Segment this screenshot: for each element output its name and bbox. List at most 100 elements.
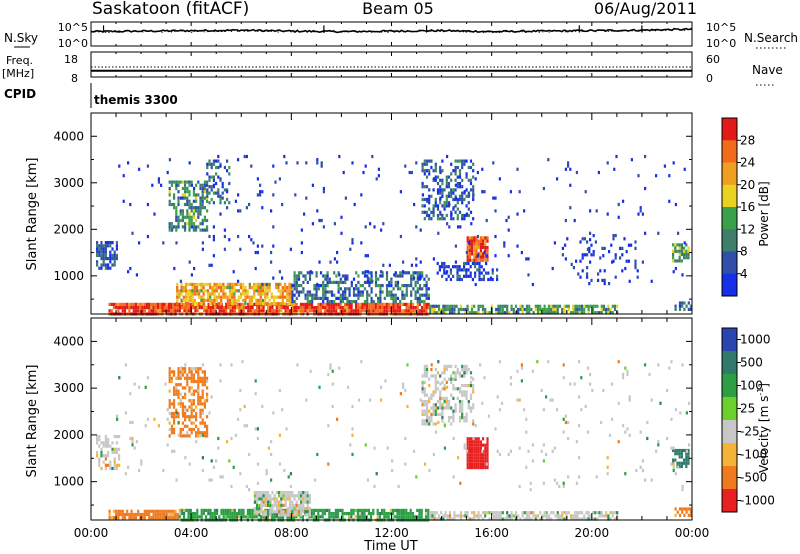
velocity-cell	[409, 508, 412, 512]
velocity-cell	[226, 440, 229, 444]
velocity-cell	[197, 434, 200, 438]
power-cell	[418, 296, 422, 300]
power-cell	[243, 154, 246, 159]
power-cell	[257, 282, 260, 286]
power-cell	[447, 201, 451, 205]
power-cell	[516, 212, 519, 216]
power-cell	[177, 225, 180, 229]
velocity-cell	[562, 484, 565, 489]
velocity-cell	[463, 416, 466, 420]
velocity-cell	[411, 512, 414, 516]
power-cell	[184, 286, 188, 290]
power-cell	[143, 309, 146, 313]
power-cell	[212, 238, 215, 242]
velocity-cell	[174, 509, 177, 513]
power-cell	[523, 307, 526, 312]
velocity-cell	[689, 513, 693, 517]
velocity-cell	[481, 511, 485, 515]
power-cell	[366, 276, 369, 280]
power-cell	[634, 246, 637, 250]
power-cell	[482, 277, 485, 282]
power-cell	[449, 277, 452, 282]
power-cell	[261, 298, 265, 302]
power-cell	[96, 263, 99, 267]
power-cell	[195, 289, 199, 293]
velocity-cell	[249, 512, 252, 516]
power-cell	[518, 190, 521, 194]
power-cell	[156, 306, 160, 310]
power-cell	[211, 302, 214, 306]
power-cell	[475, 255, 478, 259]
power-cell	[572, 307, 575, 312]
velocity-cell	[286, 510, 289, 514]
power-cell	[210, 165, 213, 170]
power-cell	[461, 165, 464, 170]
velocity-cell	[179, 383, 182, 387]
velocity-cell	[434, 380, 437, 384]
power-cell	[261, 289, 265, 293]
power-cell	[499, 307, 502, 312]
power-cell	[295, 280, 298, 284]
velocity-cell	[467, 406, 470, 410]
power-cell	[603, 282, 606, 286]
colorbar-swatch	[722, 229, 737, 252]
power-cell	[492, 196, 495, 200]
power-cell	[479, 242, 482, 246]
velocity-cell	[624, 366, 627, 370]
power-cell	[392, 293, 395, 297]
velocity-cell	[441, 406, 444, 410]
power-cell	[179, 218, 182, 223]
velocity-cell	[554, 514, 557, 518]
power-cell	[102, 260, 105, 264]
power-cell	[115, 257, 118, 261]
velocity-cell	[421, 390, 424, 394]
velocity-cell	[186, 383, 189, 387]
velocity-cell	[167, 516, 171, 520]
power-cell	[585, 304, 588, 308]
power-cell	[277, 295, 280, 299]
velocity-cell	[406, 363, 409, 367]
velocity-cell	[102, 441, 105, 445]
power-cell	[579, 259, 582, 263]
velocity-cell	[600, 511, 603, 515]
velocity-cell	[396, 508, 399, 512]
velocity-cell	[181, 421, 184, 425]
velocity-cell	[111, 466, 114, 471]
power-cell	[315, 274, 318, 278]
velocity-cell	[439, 400, 442, 404]
velocity-cell	[425, 515, 428, 519]
velocity-cell	[525, 517, 529, 521]
power-cell	[396, 274, 400, 278]
power-cell	[465, 175, 468, 179]
power-cell	[131, 231, 134, 235]
power-cell	[231, 302, 234, 306]
power-cell	[309, 270, 312, 274]
velocity-cell	[291, 513, 294, 517]
power-cell	[239, 282, 243, 286]
velocity-cell	[341, 512, 344, 516]
power-cell	[477, 304, 480, 308]
power-cell	[564, 243, 567, 247]
velocity-cell	[392, 515, 395, 519]
power-cell	[259, 286, 262, 290]
power-cell	[600, 311, 603, 315]
velocity-cell	[310, 512, 313, 516]
velocity-cell	[275, 510, 278, 514]
velocity-cell	[532, 511, 535, 515]
power-cell	[222, 286, 225, 290]
power-cell	[188, 212, 191, 216]
power-cell	[470, 307, 474, 312]
velocity-cell	[681, 363, 684, 367]
power-cell	[315, 306, 318, 310]
power-cell	[104, 244, 107, 248]
velocity-cell	[319, 508, 322, 512]
power-cell	[344, 290, 347, 294]
power-cell	[250, 238, 253, 242]
velocity-cell	[337, 508, 340, 512]
power-cell	[456, 165, 459, 170]
velocity-cell	[678, 455, 681, 459]
power-cell	[419, 260, 422, 264]
power-cell	[121, 302, 124, 306]
power-cell	[482, 236, 485, 240]
power-cell	[337, 290, 340, 294]
